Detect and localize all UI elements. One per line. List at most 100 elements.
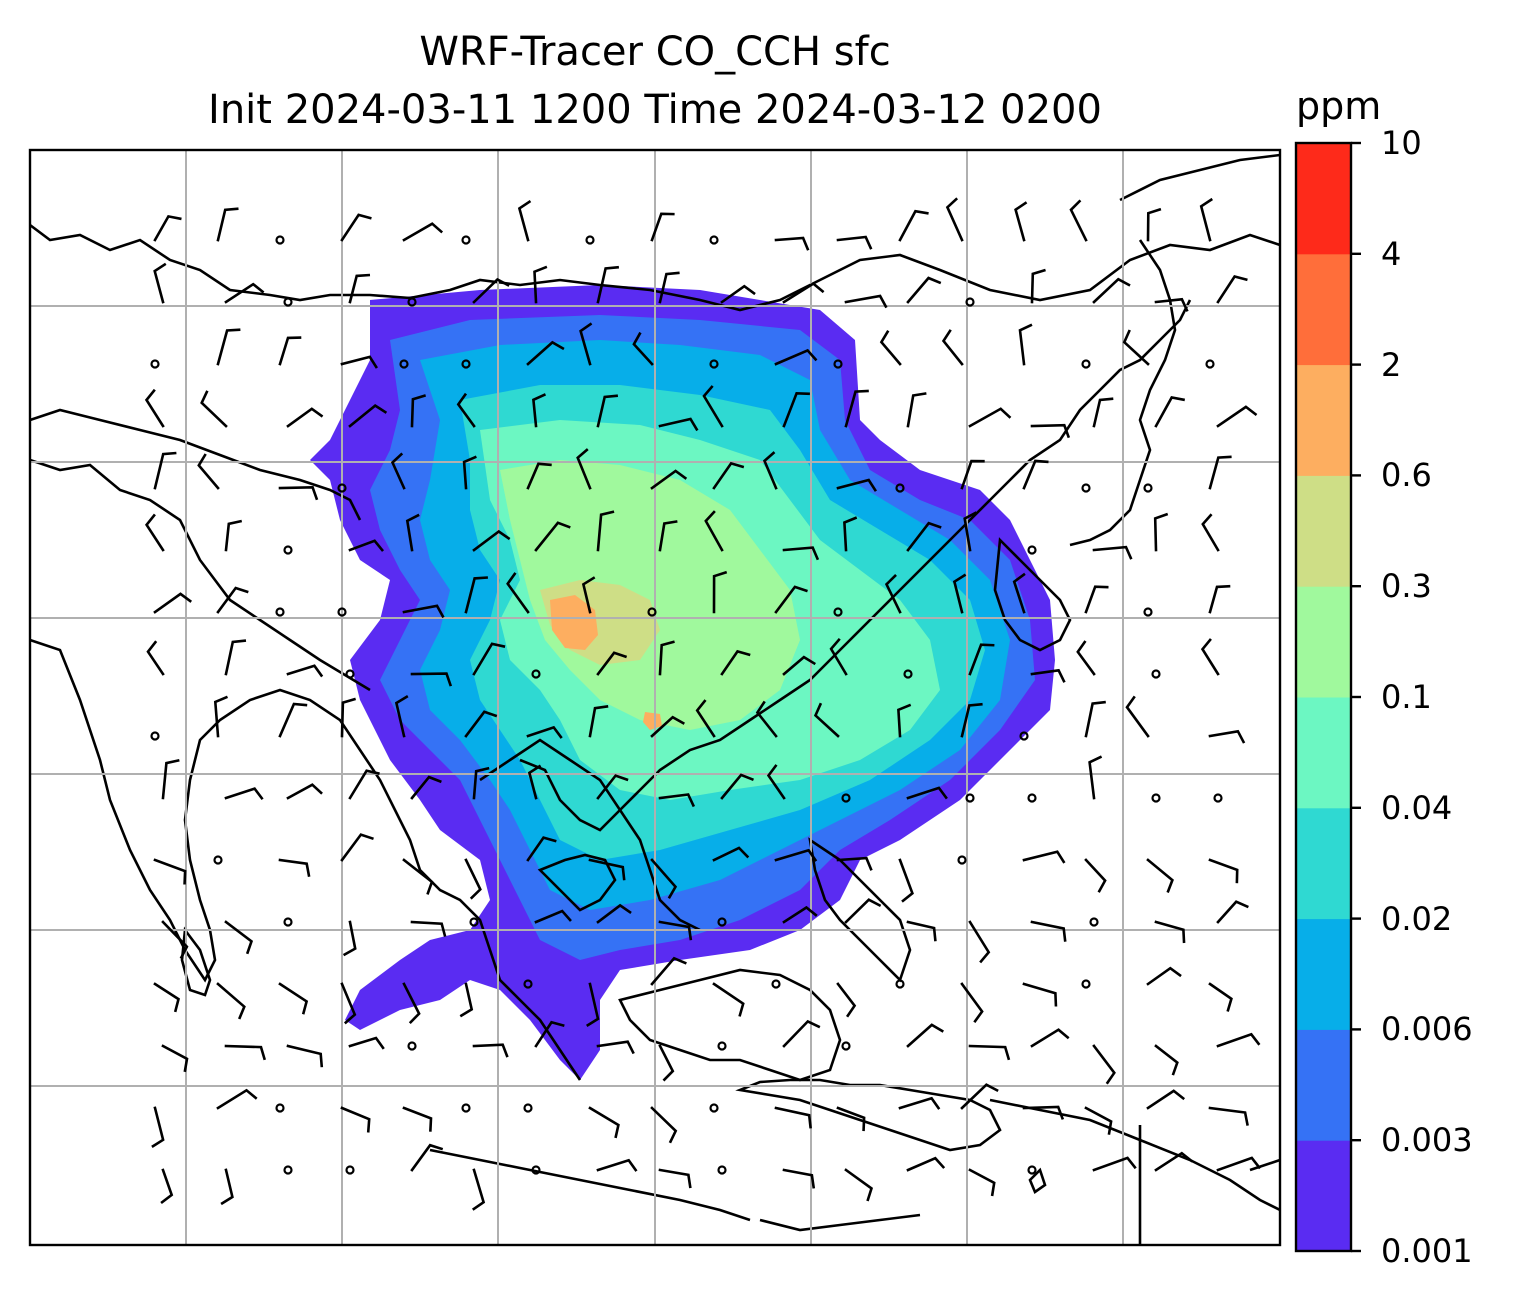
wind-barb [843, 516, 858, 552]
calm-wind-marker [1151, 669, 1161, 679]
colorbar [1294, 141, 1361, 1253]
wind-barb [836, 856, 873, 871]
wind-barb [216, 207, 239, 242]
calm-wind-marker [213, 855, 223, 865]
calm-wind-marker [345, 1165, 355, 1175]
wind-barb [963, 511, 978, 552]
wind-barb [1154, 297, 1189, 312]
calm-wind-marker [1205, 359, 1215, 369]
wind-barb [960, 982, 984, 1024]
wind-barb [658, 271, 680, 304]
wind-barb [596, 651, 628, 676]
wind-barb [836, 478, 877, 492]
wind-barb [1030, 268, 1046, 304]
wind-barb [1012, 572, 1026, 614]
wind-barb [1201, 513, 1220, 552]
calm-wind-marker [841, 1041, 851, 1051]
wind-barb [286, 783, 323, 800]
wind-barb [224, 920, 254, 955]
wind-barb [960, 1083, 999, 1110]
wind-barb [1092, 545, 1133, 560]
wind-barb [1022, 850, 1066, 864]
colorbar-unit-label: ppm [1296, 84, 1382, 128]
wind-barb [216, 328, 241, 366]
wind-barb [464, 710, 498, 738]
wind-barb [906, 392, 927, 428]
wind-barb [588, 705, 609, 738]
wind-barb [712, 461, 745, 490]
wind-barb [278, 485, 319, 501]
wind-barb [340, 355, 378, 369]
wind-barb [286, 407, 324, 428]
wind-barb [1022, 982, 1058, 1007]
wind-barb [526, 836, 557, 862]
wind-barb [526, 340, 565, 366]
wind-barb [348, 1036, 385, 1050]
wind-barb [464, 576, 488, 614]
wind-barb [390, 452, 406, 490]
calm-wind-marker [965, 793, 975, 803]
wind-barb [410, 394, 427, 428]
wind-barb [782, 1019, 821, 1048]
colorbar-segment [1296, 143, 1351, 255]
wind-barb [658, 793, 696, 808]
wind-barb [153, 262, 167, 304]
wind-barb [906, 1023, 944, 1048]
calm-wind-marker [407, 297, 417, 307]
wind-barb [576, 448, 592, 490]
wind-barb [650, 469, 688, 490]
calm-wind-marker [903, 669, 913, 679]
wind-barb [472, 529, 511, 552]
wind-barb [782, 905, 818, 924]
calm-wind-marker [647, 607, 657, 617]
wind-barb [596, 903, 632, 924]
calm-wind-marker [1081, 483, 1091, 493]
colorbar-tick-label: 0.6 [1381, 456, 1432, 495]
wind-barb [844, 1168, 874, 1202]
wind-barb [1216, 1156, 1262, 1172]
wind-barb [161, 758, 180, 800]
colorbar-tick-label: 4 [1381, 234, 1402, 273]
wind-barb [1122, 329, 1150, 366]
wind-barb [1154, 1044, 1179, 1076]
wind-barb [774, 236, 810, 251]
calm-wind-marker [1089, 917, 1099, 927]
level-0.6 [550, 595, 598, 650]
wind-barb [153, 592, 193, 614]
wind-barb [1154, 396, 1186, 428]
wind-barb [1208, 584, 1231, 614]
calm-wind-marker [461, 1103, 471, 1113]
wind-barb [766, 764, 786, 800]
wind-barb [340, 982, 357, 1025]
wind-barb [224, 519, 243, 552]
colorbar-tick-label: 0.001 [1381, 1232, 1473, 1270]
calm-wind-marker [461, 235, 471, 245]
wind-barb [906, 920, 937, 942]
calm-wind-marker [1081, 979, 1091, 989]
wind-barb [658, 417, 699, 432]
wind-barb [596, 1040, 635, 1055]
wind-barb [968, 1168, 996, 1197]
colorbar-segment [1296, 586, 1351, 698]
wind-barb [1146, 966, 1182, 986]
wind-barb [1146, 1089, 1186, 1110]
wind-barb [1146, 207, 1162, 242]
wind-barb [968, 407, 1012, 428]
wind-barb [906, 786, 948, 800]
wind-barb [658, 520, 678, 552]
wind-barb [1153, 512, 1169, 552]
wind-barb [1216, 275, 1248, 304]
calm-wind-marker [337, 607, 347, 617]
wind-barb [586, 982, 600, 1027]
wind-barb [144, 388, 165, 428]
wind-barb [216, 982, 246, 1020]
wind-barb [340, 1106, 371, 1133]
wind-barb [906, 276, 942, 304]
wind-barb [410, 672, 453, 687]
wind-barbs [144, 197, 1262, 1211]
wind-barb [1208, 729, 1246, 744]
wind-barb [658, 1044, 675, 1082]
wind-barb [658, 640, 675, 676]
wind-barb [532, 393, 547, 428]
wind-barb [879, 330, 902, 366]
